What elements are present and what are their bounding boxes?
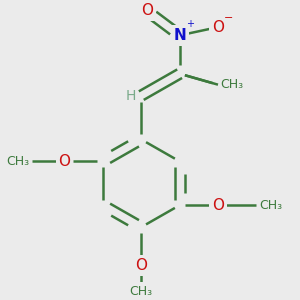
Text: −: − (224, 13, 233, 23)
Text: O: O (135, 258, 147, 273)
Text: O: O (212, 20, 224, 34)
Text: N: N (173, 28, 186, 43)
Text: CH₃: CH₃ (130, 285, 153, 298)
Text: +: + (186, 19, 194, 29)
Text: O: O (212, 198, 224, 213)
Text: CH₃: CH₃ (221, 78, 244, 91)
Text: O: O (58, 154, 70, 169)
Text: CH₃: CH₃ (259, 199, 282, 212)
Text: H: H (125, 88, 136, 103)
Text: CH₃: CH₃ (6, 155, 29, 168)
Text: O: O (141, 3, 153, 18)
